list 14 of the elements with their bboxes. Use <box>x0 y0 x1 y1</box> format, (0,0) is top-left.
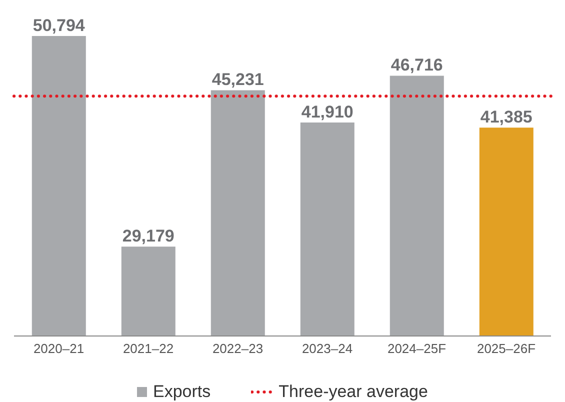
x-tick-label: 2021–22 <box>122 341 174 356</box>
data-label: 41,385 <box>480 108 532 127</box>
x-tick-label: 2020–21 <box>33 341 84 356</box>
data-label: 29,179 <box>122 226 174 246</box>
x-tick-label: 2025–26F <box>476 341 536 356</box>
data-label: 45,231 <box>212 70 264 90</box>
x-tick-label: 2023–24 <box>302 341 353 356</box>
legend-label: Three-year average <box>278 382 428 402</box>
data-label: 46,716 <box>390 56 443 75</box>
x-tick-label: 2022–23 <box>212 341 264 356</box>
x-tick-label: 2024–25F <box>387 341 446 356</box>
data-label: 41,910 <box>301 102 354 122</box>
legend-label: Exports <box>152 382 211 402</box>
data-label: 50,794 <box>32 16 86 35</box>
